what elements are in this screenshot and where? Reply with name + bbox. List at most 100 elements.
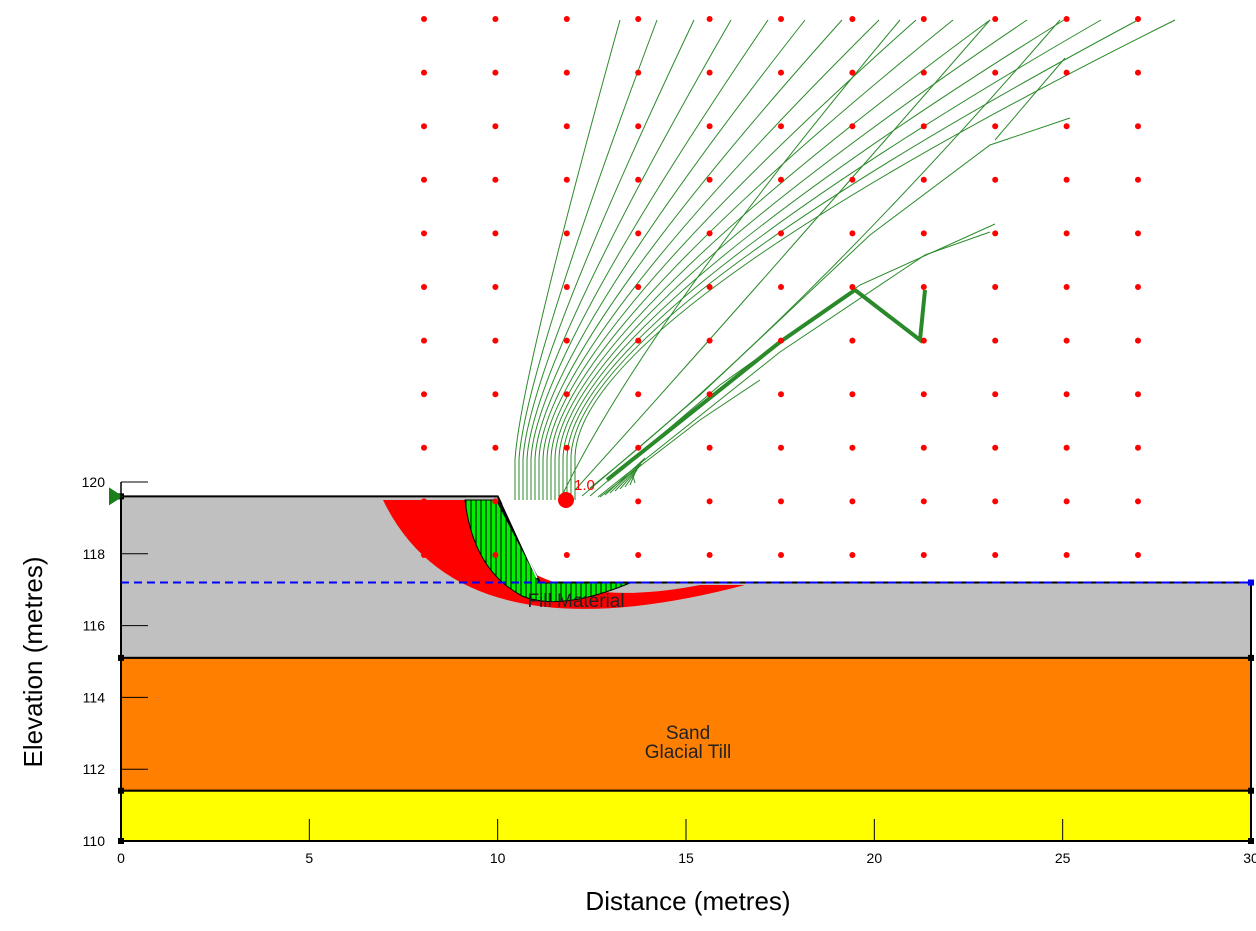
x-tick-label: 20 bbox=[867, 850, 883, 866]
grid-point bbox=[992, 16, 999, 22]
grid-point bbox=[421, 337, 427, 344]
grid-point bbox=[492, 69, 499, 76]
grid-point bbox=[992, 552, 999, 558]
grid-point bbox=[492, 552, 499, 558]
grid-point bbox=[849, 284, 856, 290]
grid-point bbox=[1135, 123, 1141, 130]
grid-point bbox=[421, 498, 427, 505]
grid-point bbox=[849, 230, 856, 237]
grid-point bbox=[778, 69, 784, 76]
grid-point bbox=[706, 176, 713, 183]
fs-contour bbox=[546, 19, 917, 500]
fs-contour bbox=[558, 19, 1028, 500]
grid-point bbox=[563, 391, 570, 398]
x-tick-label: 5 bbox=[305, 850, 313, 866]
fs-contour bbox=[581, 117, 1071, 497]
grid-point bbox=[1135, 69, 1141, 76]
grid-point bbox=[778, 16, 784, 22]
y-tick-label: 110 bbox=[83, 833, 106, 849]
grid-point bbox=[706, 498, 713, 505]
grid-point bbox=[635, 69, 642, 76]
grid-point bbox=[849, 69, 856, 76]
fs-contours bbox=[514, 19, 1176, 501]
grid-point bbox=[706, 391, 713, 398]
grid-point bbox=[849, 444, 856, 451]
fs-contour bbox=[624, 469, 638, 488]
x-tick-label: 0 bbox=[117, 850, 125, 866]
grid-point bbox=[778, 176, 784, 183]
fs-contour bbox=[522, 19, 695, 500]
grid-point bbox=[920, 230, 927, 237]
grid-point bbox=[778, 230, 784, 237]
axes: 0 5 10 15 20 25 30 110 112 114 116 118 120 bbox=[82, 474, 1256, 866]
grid-point bbox=[1135, 391, 1141, 398]
fs-contour bbox=[554, 19, 991, 500]
grid-point bbox=[635, 176, 642, 183]
grid-point bbox=[563, 337, 570, 344]
grid-point bbox=[492, 176, 499, 183]
fs-contour bbox=[614, 463, 642, 492]
grid-point bbox=[563, 69, 570, 76]
grid-point bbox=[492, 123, 499, 130]
grid-point bbox=[1063, 176, 1070, 183]
grid-point bbox=[421, 16, 427, 22]
grid-point bbox=[1135, 337, 1141, 344]
grid-point bbox=[492, 284, 499, 290]
grid-point bbox=[849, 16, 856, 22]
grid-point bbox=[563, 16, 570, 22]
grid-point bbox=[1135, 498, 1141, 505]
critical-fs-label: 1.0 bbox=[574, 477, 595, 494]
grid-point bbox=[1135, 444, 1141, 451]
grid-point bbox=[706, 16, 713, 22]
grid-point bbox=[1063, 230, 1070, 237]
grid-point bbox=[920, 552, 927, 558]
soil-layers bbox=[109, 487, 1254, 844]
grid-point bbox=[421, 176, 427, 183]
grid-point bbox=[849, 498, 856, 505]
grid-point bbox=[563, 230, 570, 237]
fs-contour bbox=[559, 19, 901, 501]
grid-point bbox=[992, 69, 999, 76]
pressure-boundary-marker bbox=[109, 487, 123, 506]
water-table-vertex bbox=[1248, 579, 1254, 586]
grid-point bbox=[992, 230, 999, 237]
y-tick-label: 114 bbox=[83, 689, 106, 705]
layer-label-fill: Fill Material bbox=[527, 591, 624, 612]
y-tick-label: 118 bbox=[83, 546, 106, 562]
grid-point bbox=[778, 498, 784, 505]
fs-contour bbox=[526, 19, 732, 500]
y-tick-label: 112 bbox=[83, 761, 106, 777]
grid-point bbox=[421, 230, 427, 237]
grid-point bbox=[421, 391, 427, 398]
grid-point bbox=[492, 337, 499, 344]
grid-point bbox=[1135, 284, 1141, 290]
fs-contour bbox=[534, 19, 806, 500]
grid-point bbox=[635, 284, 642, 290]
grid-point bbox=[635, 16, 642, 22]
y-tick-label: 116 bbox=[83, 618, 106, 634]
grid-point bbox=[421, 284, 427, 290]
y-tick-label: 120 bbox=[82, 474, 106, 490]
slip-slices bbox=[464, 499, 631, 603]
grid-point bbox=[492, 498, 499, 505]
grid-point bbox=[1063, 69, 1070, 76]
grid-point bbox=[635, 444, 642, 451]
grid-point bbox=[563, 444, 570, 451]
grid-point bbox=[1063, 123, 1070, 130]
grid-point bbox=[992, 176, 999, 183]
grid-point bbox=[706, 552, 713, 558]
fs-contour bbox=[542, 19, 880, 500]
grid-point bbox=[992, 337, 999, 344]
grid-point bbox=[920, 391, 927, 398]
geometry-vertex bbox=[1248, 787, 1254, 794]
fs-contour bbox=[604, 457, 646, 496]
grid-point bbox=[492, 391, 499, 398]
fs-contour bbox=[994, 57, 1066, 141]
grid-point bbox=[635, 123, 642, 130]
water-table bbox=[121, 579, 1254, 586]
fs-contour bbox=[574, 19, 1176, 500]
grid-point bbox=[421, 552, 427, 558]
grid-point bbox=[421, 69, 427, 76]
x-tick-label: 10 bbox=[490, 850, 506, 866]
x-tick-label: 30 bbox=[1243, 850, 1256, 866]
